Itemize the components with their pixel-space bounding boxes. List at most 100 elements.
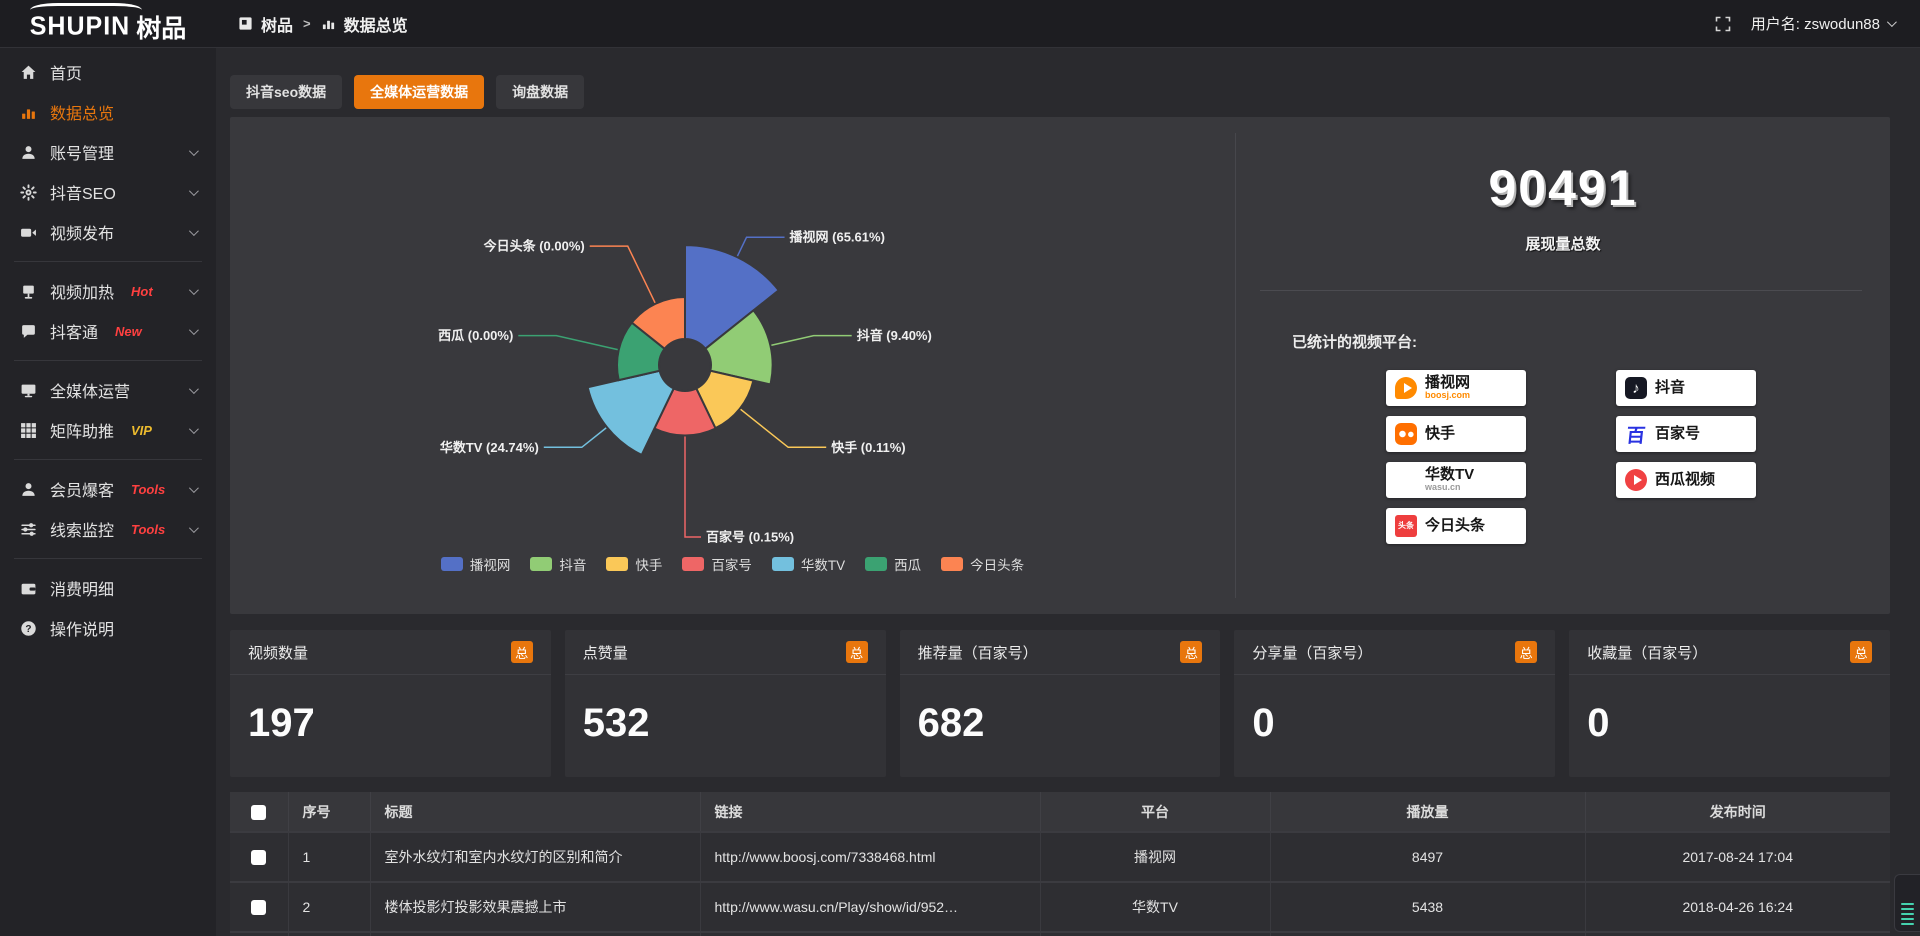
sidebar-item-home[interactable]: 首页 — [0, 52, 216, 92]
pie-slice-1[interactable] — [703, 308, 774, 386]
total-badge[interactable]: 总 — [1849, 641, 1872, 663]
floating-widget[interactable] — [1894, 874, 1920, 932]
sidebar-item-operation-guide[interactable]: ? 操作说明 — [0, 608, 216, 648]
total-badge[interactable]: 总 — [1515, 641, 1538, 663]
platform-subtext: boosj.com — [1425, 390, 1471, 401]
sidebar-item-video-publish[interactable]: 视频发布 — [0, 212, 216, 252]
person-icon — [20, 481, 37, 498]
chevron-down-icon — [1886, 17, 1897, 28]
username-label: 用户名: zswodun88 — [1750, 16, 1880, 33]
sidebar-item-clue-monitor[interactable]: 线索监控 Tools — [0, 509, 216, 549]
sidebar-item-video-heat[interactable]: 视频加热 Hot — [0, 271, 216, 311]
breadcrumb-root[interactable]: 树品 — [261, 17, 294, 35]
chevron-down-icon — [188, 284, 199, 295]
sidebar-item-data-overview[interactable]: 数据总览 — [0, 92, 216, 132]
sidebar-divider — [14, 558, 202, 559]
legend-item-2[interactable]: 快手 — [606, 554, 662, 574]
column-header-2: 链接 — [700, 792, 1041, 832]
sidebar-item-consume-detail[interactable]: 消费明细 — [0, 568, 216, 608]
sidebar-item-account-manage[interactable]: 账号管理 — [0, 132, 216, 172]
cell-title[interactable]: 楼体投影灯投影效果震撼上市 — [370, 882, 701, 932]
sidebar-item-matrix-boost[interactable]: 矩阵助推 VIP — [0, 410, 216, 450]
pie-slice-4[interactable] — [586, 369, 676, 457]
cell-plays: 8497 — [1270, 832, 1586, 882]
column-header-3: 平台 — [1040, 792, 1271, 832]
platform-name: 百家号 — [1655, 425, 1701, 443]
legend-item-1[interactable]: 抖音 — [530, 554, 586, 574]
sidebar-item-media-operation[interactable]: 全媒体运营 — [0, 370, 216, 410]
cell-time: 2018-04-26 16:24 — [1682, 899, 1794, 915]
widget-stripe — [1901, 923, 1914, 925]
table-header-row: 序号 标题 链接 平台 播放量 发布时间 — [230, 792, 1890, 832]
row-checkbox[interactable] — [251, 850, 267, 866]
platform-badge-kuaishou: 快手 — [1386, 416, 1526, 452]
platform-name: 抖音 — [1655, 379, 1686, 397]
cell-link[interactable]: http://www.boosj.com/7338468.html — [700, 832, 1041, 882]
stat-card-title: 视频数量 — [248, 644, 309, 662]
pie-slice-0[interactable] — [684, 244, 781, 351]
sidebar-item-label: 视频发布 — [50, 226, 115, 243]
pie-slice-5[interactable] — [616, 321, 667, 382]
pie-slice-6[interactable] — [630, 295, 686, 351]
sidebar-item-douyin-seo[interactable]: 抖音SEO — [0, 172, 216, 212]
stat-card-value: 0 — [1587, 701, 1610, 745]
legend-label: 华数TV — [800, 558, 846, 573]
table-row-partial — [230, 932, 1890, 936]
legend-label: 播视网 — [469, 558, 511, 573]
sidebar-item-douketong[interactable]: 抖客通 New — [0, 311, 216, 351]
cell-title[interactable]: 室外水纹灯和室内水纹灯的区别和简介 — [370, 832, 701, 882]
legend-swatch — [606, 557, 629, 571]
column-header-0: 序号 — [288, 792, 371, 832]
platform-name: 今日头条 — [1425, 517, 1486, 535]
chat-icon — [20, 323, 37, 340]
widget-stripe — [1901, 913, 1914, 915]
sidebar-item-badge: VIP — [131, 422, 152, 438]
summary-panel: 90491 展现量总数 已统计的视频平台: 播视网 boosj.com 快手 华数TV… — [1236, 117, 1890, 614]
legend-item-6[interactable]: 今日头条 — [941, 554, 1024, 574]
chevron-down-icon — [188, 423, 199, 434]
legend-item-4[interactable]: 华数TV — [771, 554, 846, 574]
stat-card-title: 点赞量 — [582, 644, 628, 662]
chevron-down-icon — [188, 324, 199, 335]
pie-label-5: 西瓜 (0.00%) — [438, 328, 513, 343]
sidebar-divider — [14, 261, 202, 262]
stat-card-4: 收藏量（百家号） 总 0 — [1569, 630, 1890, 777]
tab-inquiry-data[interactable]: 询盘数据 — [496, 75, 585, 109]
toutiao-logo-icon: 头条 — [1395, 515, 1417, 537]
sidebar-item-label: 消费明细 — [50, 582, 115, 599]
tab-media-operation-data[interactable]: 全媒体运营数据 — [354, 75, 485, 109]
videos-table: 序号 标题 链接 平台 播放量 发布时间 1 室外水纹灯和室内水纹灯的区别和简介 http:/… — [230, 792, 1890, 936]
pie-slice-3[interactable] — [653, 387, 717, 437]
cell-link[interactable]: http://www.wasu.cn/Play/show/id/952… — [700, 882, 1041, 932]
legend-swatch — [771, 557, 794, 571]
select-all-checkbox-cell — [230, 792, 289, 832]
legend-item-3[interactable]: 百家号 — [682, 554, 752, 574]
pie-slice-2[interactable] — [694, 369, 755, 430]
username-menu[interactable]: 用户名: zswodun88 — [1750, 13, 1897, 34]
fullscreen-icon[interactable] — [1715, 16, 1731, 32]
panel-divider — [1235, 133, 1236, 598]
total-impressions-label: 展现量总数 — [1525, 236, 1601, 253]
legend-item-5[interactable]: 西瓜 — [865, 554, 921, 574]
pie-label-line-0 — [736, 236, 785, 257]
legend-item-0[interactable]: 播视网 — [440, 554, 511, 574]
legend-swatch — [865, 557, 888, 571]
row-checkbox[interactable] — [251, 900, 267, 916]
sidebar-item-label: 视频加热 — [50, 285, 115, 302]
sidebar-item-member-baoke[interactable]: 会员爆客 Tools — [0, 469, 216, 509]
pie-label-6: 今日头条 (0.00%) — [483, 239, 585, 254]
pie-label-line-4 — [543, 427, 607, 449]
legend-swatch — [941, 557, 964, 571]
logo-text-cn: 树品 — [136, 14, 187, 43]
platform-subtext: wasu.cn — [1425, 482, 1461, 493]
sidebar-item-label: 线索监控 — [50, 523, 115, 540]
logo-arc-decoration — [30, 3, 142, 17]
select-all-checkbox[interactable] — [251, 804, 267, 820]
total-badge[interactable]: 总 — [510, 641, 533, 663]
app-logo[interactable]: SHUPIN 树品 — [0, 0, 216, 47]
home-icon — [20, 64, 37, 81]
sidebar-item-label: 矩阵助推 — [50, 424, 115, 441]
total-badge[interactable]: 总 — [845, 641, 868, 663]
tab-douyin-seo-data[interactable]: 抖音seo数据 — [230, 75, 343, 109]
total-badge[interactable]: 总 — [1180, 641, 1203, 663]
